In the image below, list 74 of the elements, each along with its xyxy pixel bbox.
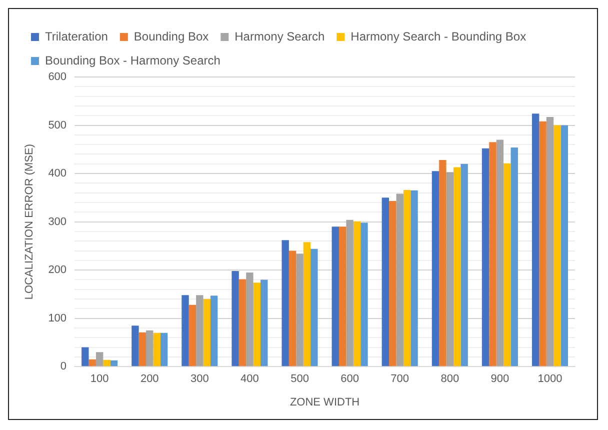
bar (288, 250, 296, 366)
y-tick-label: 0 (60, 360, 67, 373)
bar (138, 332, 146, 366)
bar (338, 226, 346, 366)
bar (160, 332, 168, 366)
bar (196, 295, 204, 366)
bar (296, 254, 304, 366)
bar (539, 121, 546, 366)
bar (453, 167, 461, 366)
legend-label: Bounding Box (134, 29, 209, 44)
bar (203, 299, 210, 366)
bar (303, 242, 311, 366)
x-tick-label: 400 (240, 373, 259, 386)
bar (504, 163, 511, 366)
bar (332, 226, 339, 366)
legend-label: Harmony Search (234, 29, 325, 44)
bar (238, 279, 246, 366)
bar (510, 147, 518, 366)
bar (110, 360, 118, 366)
y-tick-label: 500 (48, 119, 67, 132)
bar (410, 190, 418, 366)
x-tick-label: 1000 (538, 373, 562, 386)
x-tick-label: 700 (390, 373, 410, 386)
legend-label: Bounding Box - Harmony Search (45, 53, 220, 68)
bar (246, 272, 254, 366)
y-axis-title: LOCALIZATION ERROR (MSE) (24, 144, 36, 300)
bar (446, 172, 454, 366)
bar (232, 271, 239, 366)
bar (403, 190, 411, 366)
bar (439, 160, 446, 366)
bar (432, 171, 440, 366)
x-tick-label: 300 (190, 373, 209, 386)
bar (253, 282, 261, 366)
bar (310, 248, 318, 366)
x-tick-label: 600 (340, 373, 359, 386)
bar (560, 125, 568, 366)
bar (353, 221, 361, 366)
bar (153, 332, 160, 366)
bar (182, 295, 189, 366)
y-tick-label: 600 (48, 71, 67, 84)
legend-label: Harmony Search - Bounding Box (350, 29, 526, 44)
bar (210, 296, 218, 366)
x-tick-label: 800 (440, 373, 460, 386)
x-tick-label: 900 (490, 373, 510, 386)
bar (132, 326, 139, 366)
bar (482, 148, 490, 366)
bar (496, 140, 504, 366)
bar (546, 117, 554, 366)
bar (96, 352, 104, 366)
bar (282, 240, 289, 366)
bar (382, 198, 390, 366)
x-axis-title: ZONE WIDTH (290, 396, 360, 408)
bar (489, 142, 496, 366)
bar (103, 360, 110, 366)
bar (188, 304, 196, 366)
bar (82, 347, 89, 366)
bar (389, 201, 396, 366)
bar (554, 125, 561, 366)
y-tick-label: 300 (48, 216, 67, 228)
x-tick-label: 200 (140, 373, 159, 386)
bar (146, 330, 154, 366)
bar (532, 114, 540, 366)
bar (346, 220, 354, 366)
y-tick-label: 200 (48, 264, 67, 276)
x-tick-label: 500 (290, 373, 309, 386)
bar (260, 280, 268, 366)
bar (88, 359, 96, 366)
y-tick-label: 100 (48, 312, 67, 324)
legend-label: Trilateration (45, 29, 108, 44)
bar (460, 164, 468, 366)
bar (396, 194, 404, 366)
y-tick-label: 400 (48, 168, 67, 180)
bar (360, 222, 368, 366)
x-tick-label: 100 (90, 373, 109, 386)
